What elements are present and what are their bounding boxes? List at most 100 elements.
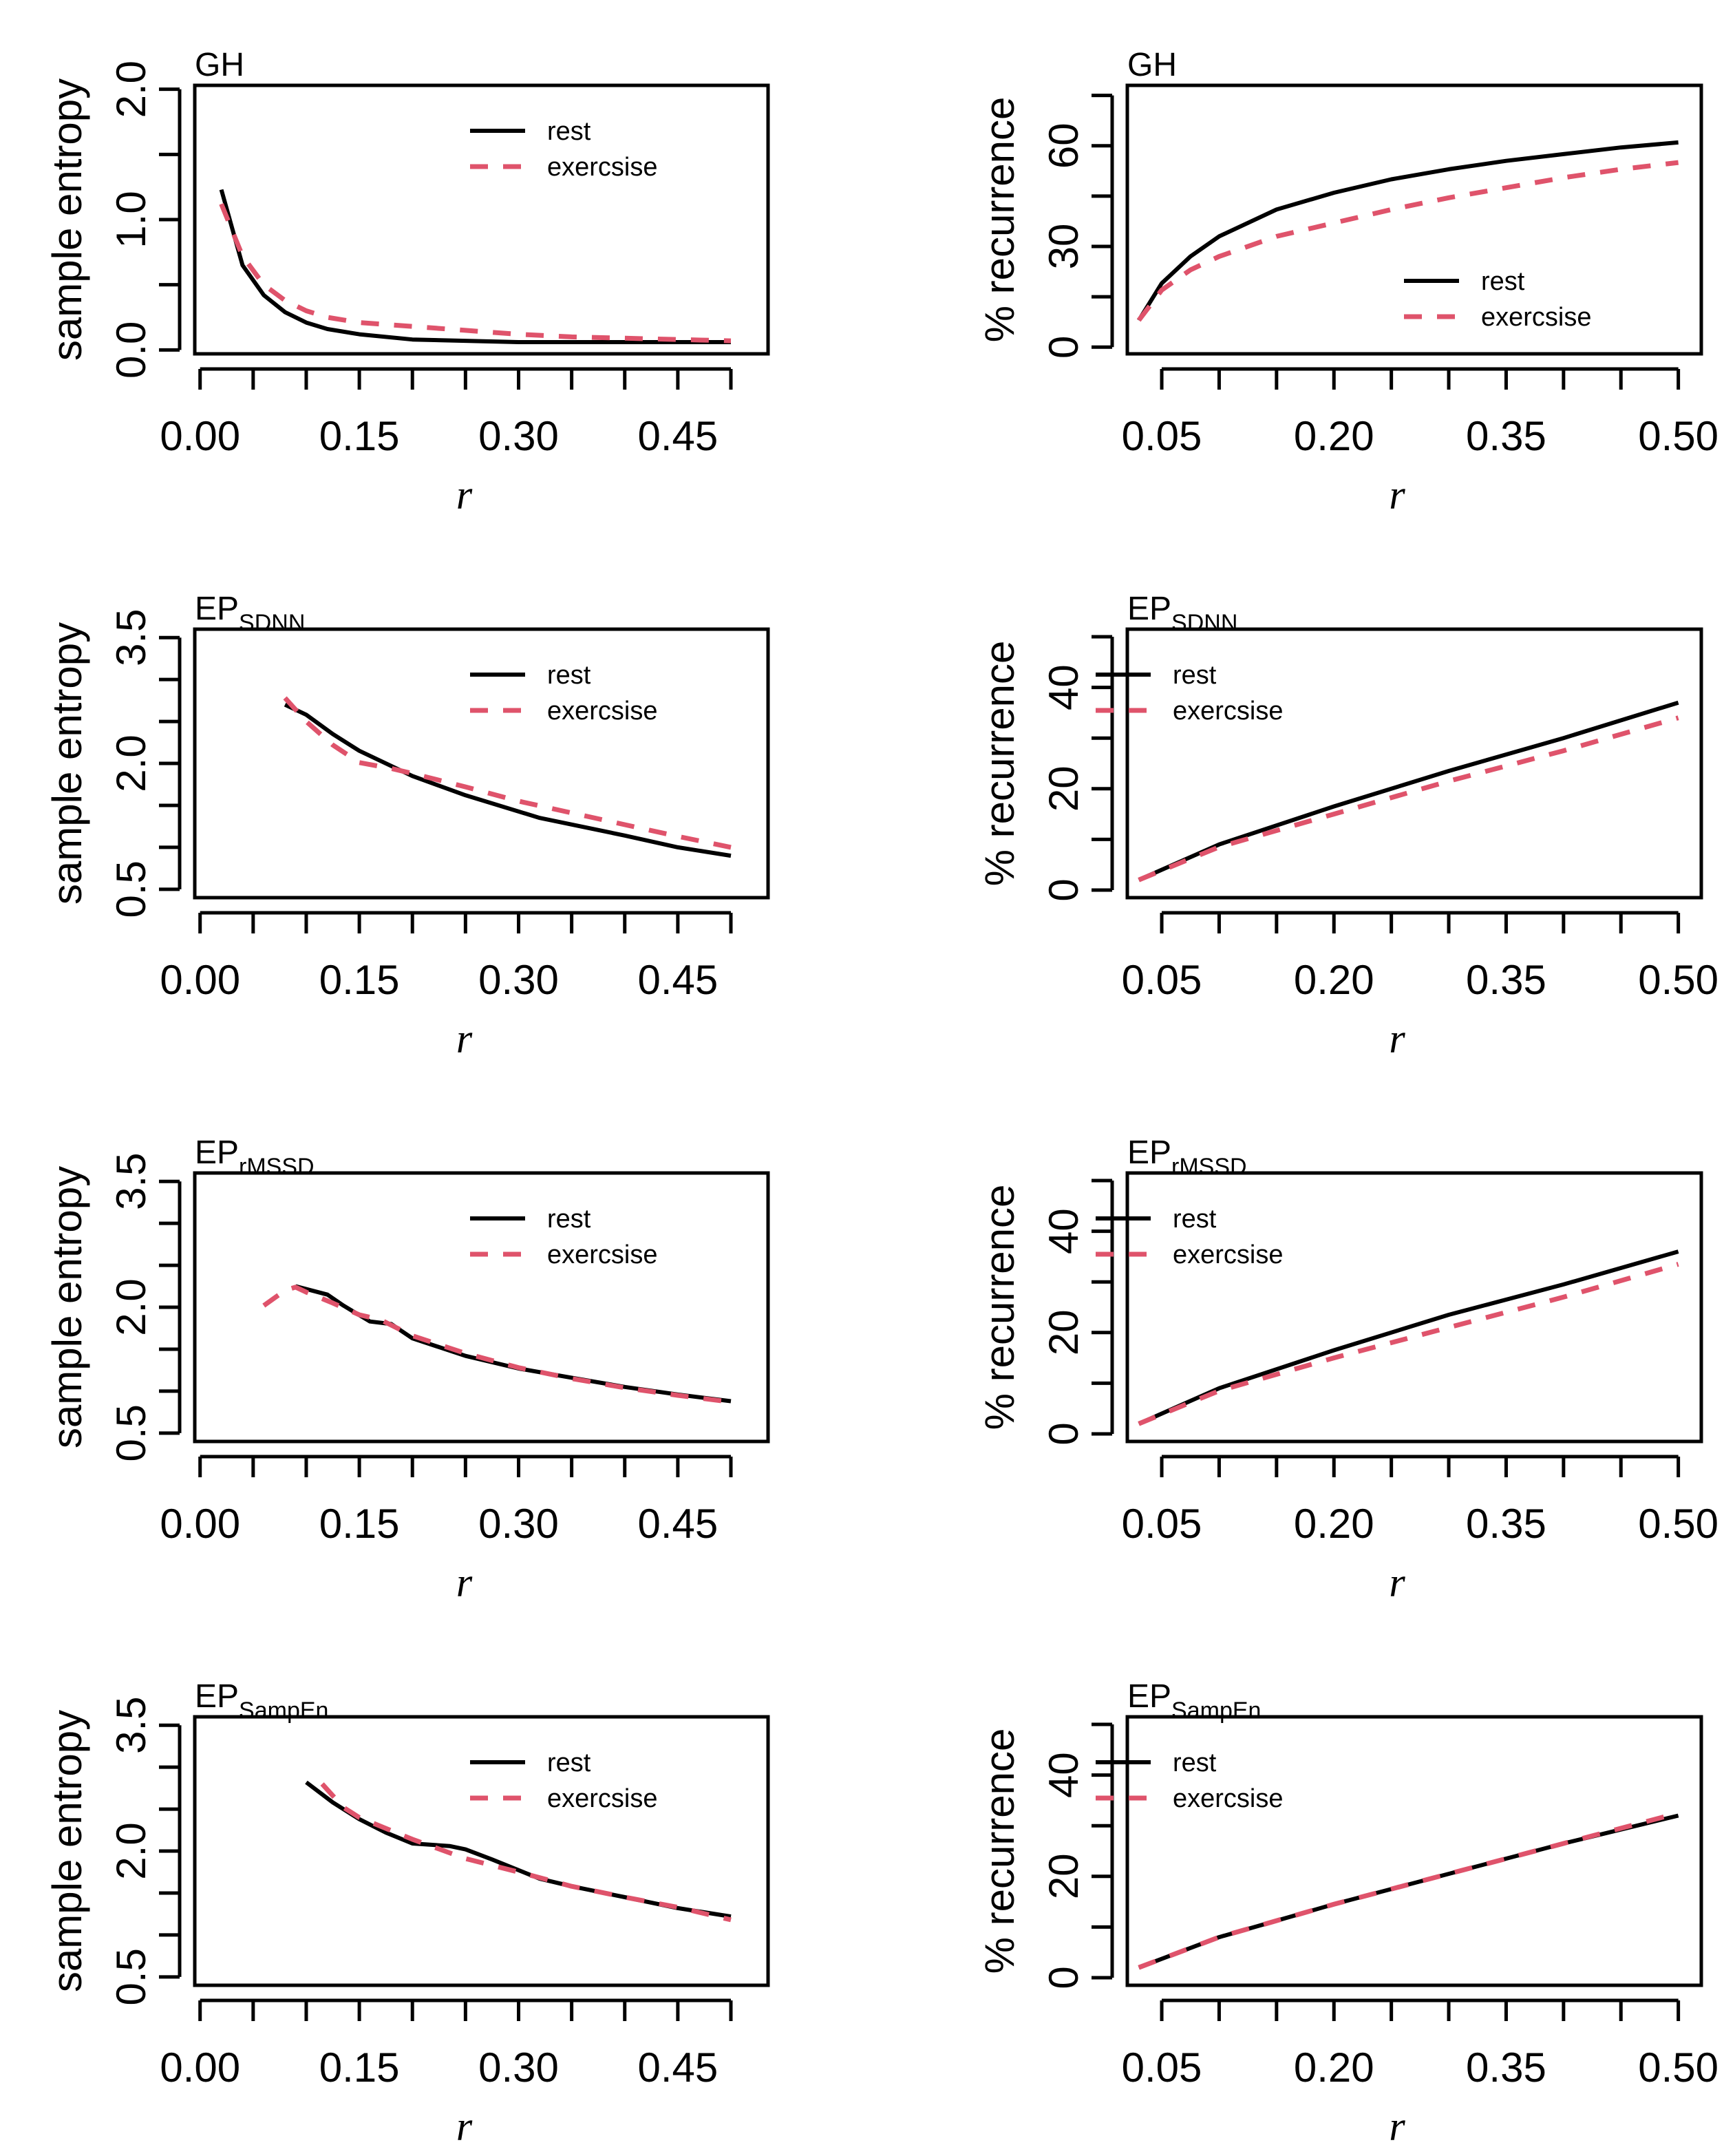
y-tick-label: 3.5	[108, 1696, 154, 1753]
x-axis-label: r	[456, 2104, 473, 2149]
y-tick-label: 0.5	[108, 1404, 154, 1461]
series-line-rest	[1137, 140, 1679, 321]
panel-1: 0.00 0.15 0.30 0.45 0.0 1.0 2.0 r sample entropy…	[44, 47, 770, 518]
y-tick-label: 20	[1041, 765, 1087, 812]
x-tick-label: 0.45	[637, 957, 718, 1003]
y-tick-label: 1.0	[108, 191, 154, 248]
panel-title-subscript: rMSSD	[239, 1154, 315, 1180]
x-axis-label: r	[1389, 2104, 1405, 2149]
series-line-rest	[219, 189, 731, 344]
panel-title-main: EP	[195, 1678, 239, 1715]
panel-title: EPSampEn	[1127, 1678, 1261, 1724]
legend-label: exercsise	[547, 1784, 658, 1813]
panel-4: 0.05 0.20 0.35 0.50 0 20 40 r % recurrence EPSDNN…	[977, 591, 1718, 1061]
x-tick-label: 0.15	[319, 2044, 400, 2091]
panel-title-main: EP	[195, 1134, 239, 1171]
plot-frame	[193, 1715, 770, 1987]
y-tick-label: 2.0	[108, 734, 154, 792]
legend-label: rest	[1173, 661, 1217, 690]
legend-label: rest	[1173, 1205, 1217, 1234]
plot-frame	[1125, 1715, 1703, 1987]
panel-title-subscript: SDNN	[239, 610, 305, 636]
y-axis-label: % recurrence	[977, 1185, 1023, 1430]
x-axis-label: r	[456, 1560, 473, 1605]
y-tick-label: 2.0	[108, 61, 154, 118]
legend-label: rest	[547, 1205, 591, 1234]
x-tick-label: 0.35	[1466, 957, 1546, 1003]
plot-frame	[1125, 627, 1703, 900]
x-tick-label: 0.15	[319, 957, 400, 1003]
panel-title: EPSDNN	[195, 591, 305, 636]
legend: rest exercsise	[1096, 1748, 1284, 1813]
y-axis-label: sample entropy	[44, 78, 90, 361]
y-tick-label: 0	[1041, 1966, 1087, 1989]
x-tick-label: 0.00	[160, 957, 240, 1003]
y-tick-label: 0	[1041, 1422, 1087, 1445]
y-tick-label: 0.0	[108, 321, 154, 379]
panel-title-subscript: rMSSD	[1171, 1154, 1247, 1180]
series-line-exercsise	[1136, 160, 1679, 322]
legend-label: exercsise	[1481, 303, 1592, 332]
y-tick-label: 0	[1041, 878, 1087, 901]
y-tick-label: 3.5	[108, 609, 154, 666]
legend: rest exercsise	[470, 1205, 658, 1269]
y-tick-label: 40	[1041, 1208, 1087, 1254]
legend: rest exercsise	[470, 117, 658, 182]
x-tick-label: 0.50	[1638, 1501, 1718, 1547]
x-tick-label: 0.20	[1294, 2044, 1374, 2091]
x-axis-label: r	[1389, 1560, 1405, 1605]
x-axis-label: r	[456, 472, 473, 518]
x-tick-label: 0.15	[319, 1501, 400, 1547]
x-tick-label: 0.50	[1638, 957, 1718, 1003]
panel-title: EPSampEn	[195, 1678, 328, 1724]
series-line-exercsise	[262, 1285, 732, 1405]
y-tick-label: 2.0	[108, 1278, 154, 1335]
legend-label: exercsise	[1173, 1240, 1284, 1269]
panel-title-subscript: SampEn	[239, 1698, 328, 1724]
x-tick-label: 0.30	[478, 2044, 559, 2091]
panel-2: 0.05 0.20 0.35 0.50 0 30 60 r % recurrence GH rest…	[977, 47, 1718, 518]
panel-3: 0.00 0.15 0.30 0.45 0.5 2.0 3.5 r sample entropy…	[44, 591, 770, 1061]
panel-5: 0.00 0.15 0.30 0.45 0.5 2.0 3.5 r sample entropy…	[44, 1134, 770, 1605]
x-tick-label: 0.35	[1466, 2044, 1546, 2091]
y-tick-label: 20	[1041, 1309, 1087, 1355]
x-tick-label: 0.30	[478, 1501, 559, 1547]
series-line-rest	[305, 1780, 732, 1919]
y-axis-label: % recurrence	[977, 1729, 1023, 1974]
x-tick-label: 0.05	[1122, 1501, 1202, 1547]
legend-label: exercsise	[547, 697, 658, 726]
panel-title-main: EP	[1127, 1678, 1171, 1715]
panel-title: EPrMSSD	[195, 1134, 315, 1180]
legend-label: exercsise	[547, 1240, 658, 1269]
legend-label: rest	[1173, 1748, 1217, 1777]
x-tick-label: 0.05	[1122, 957, 1202, 1003]
series-line-rest	[284, 702, 732, 858]
panel-6: 0.05 0.20 0.35 0.50 0 20 40 r % recurrence EPrMSS…	[977, 1134, 1718, 1605]
panel-8: 0.05 0.20 0.35 0.50 0 20 40 r % recurrence EPSamp…	[977, 1678, 1718, 2149]
legend-label: rest	[547, 661, 591, 690]
x-tick-label: 0.00	[160, 1501, 240, 1547]
y-tick-label: 60	[1041, 123, 1087, 169]
y-tick-label: 2.0	[108, 1822, 154, 1879]
legend-label: exercsise	[1173, 697, 1284, 726]
legend-label: rest	[547, 117, 591, 146]
panel-title: GH	[195, 47, 244, 83]
legend: rest exercsise	[1096, 1205, 1284, 1269]
panel-title: EPSDNN	[1127, 591, 1237, 636]
y-tick-label: 0	[1041, 336, 1087, 359]
y-axis-label: sample entropy	[44, 1710, 90, 1992]
y-tick-label: 40	[1041, 1752, 1087, 1798]
x-tick-label: 0.45	[637, 2044, 718, 2091]
x-tick-label: 0.30	[478, 957, 559, 1003]
series-line-exercsise	[1138, 1262, 1679, 1426]
x-axis-label: r	[1389, 472, 1405, 518]
panel-title-main: GH	[195, 47, 244, 83]
x-tick-label: 0.30	[478, 413, 559, 459]
x-axis-label: r	[456, 1016, 473, 1061]
y-tick-label: 0.5	[108, 1948, 154, 2005]
y-tick-label: 30	[1041, 224, 1087, 270]
y-tick-label: 3.5	[108, 1152, 154, 1209]
x-tick-label: 0.35	[1466, 1501, 1546, 1547]
